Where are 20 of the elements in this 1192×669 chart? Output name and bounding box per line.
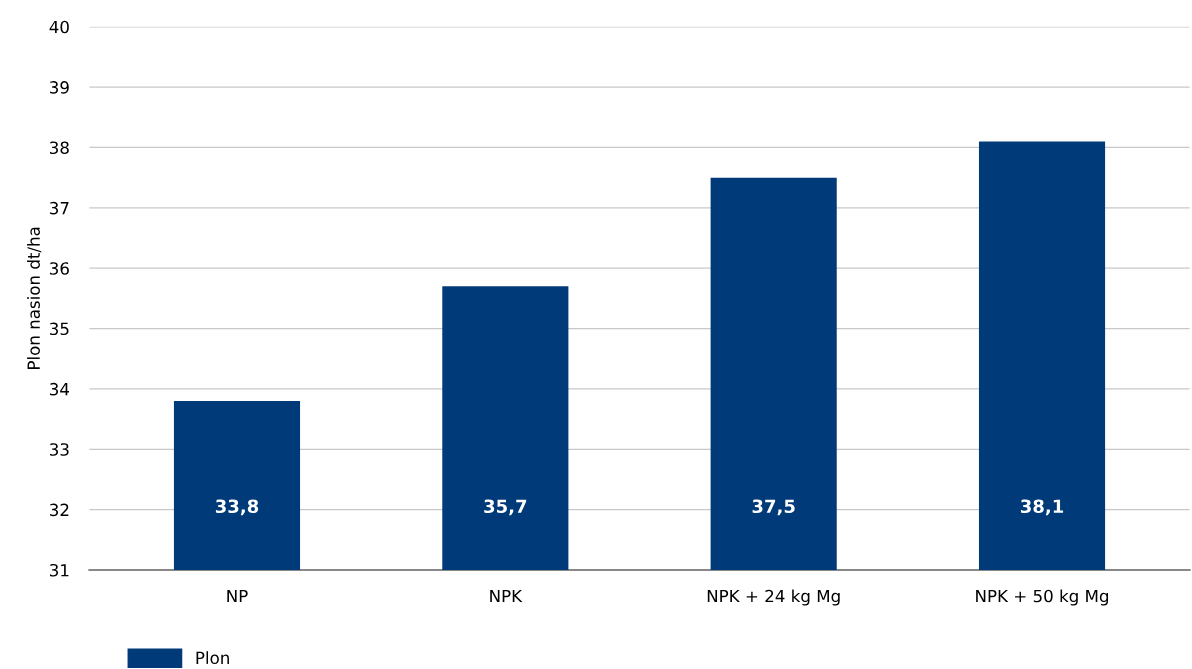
- y-tick-label: 40: [49, 20, 69, 34]
- y-tick-label: 35: [50, 322, 69, 336]
- x-tick-label: NPK + 50 kg Mg: [976, 589, 1109, 606]
- y-tick-label: 31: [50, 563, 69, 577]
- y-tick-label: 38: [50, 141, 69, 155]
- y-tick-label: 37: [50, 201, 69, 215]
- y-tick-label: 32: [50, 503, 69, 517]
- legend-label: Plon: [196, 651, 229, 665]
- data-label: 37,5: [752, 499, 795, 516]
- y-tick-label: 34: [50, 382, 70, 396]
- x-tick-label: NPK: [490, 589, 523, 603]
- y-tick-label: 36: [50, 262, 69, 275]
- y-tick-label: 39: [50, 81, 69, 94]
- y-axis-title: Plon nasion dt/ha: [27, 227, 42, 369]
- data-label: 33,8: [215, 499, 259, 516]
- y-tick-label: 33: [50, 443, 69, 456]
- x-tick-label: NP: [227, 589, 248, 603]
- data-label: 35,7: [484, 499, 527, 516]
- x-tick-label: NPK + 24 kg Mg: [707, 589, 840, 606]
- data-label: 38,1: [1020, 499, 1064, 516]
